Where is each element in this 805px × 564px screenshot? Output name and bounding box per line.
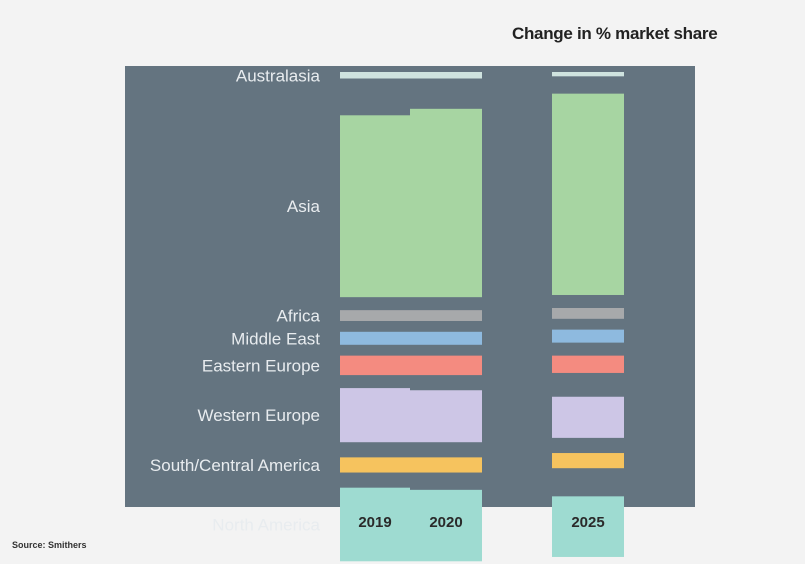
bar-middle-east-2025	[552, 329, 624, 343]
bar-middle-east-2019	[340, 331, 410, 345]
bar-eastern-europe-2025	[552, 355, 624, 373]
bar-australasia-2019	[340, 72, 410, 79]
region-label-western-europe: Western Europe	[197, 406, 320, 425]
region-label-eastern-europe: Eastern Europe	[202, 356, 320, 375]
region-labels-group: Australasia Asia Africa Middle East Eastern …	[150, 66, 321, 534]
year-label-2020: 2020	[429, 514, 462, 531]
bar-eastern-europe-2020	[410, 355, 482, 376]
bar-south-central-america-2020	[410, 457, 482, 473]
bar-eastern-europe-2019	[340, 355, 410, 376]
bar-africa-2020	[410, 310, 482, 321]
bar-africa-2019	[340, 310, 410, 321]
bar-north-america-2020	[410, 489, 482, 562]
bar-asia-2025	[552, 93, 624, 295]
bar-south-central-america-2019	[340, 457, 410, 473]
bars-group	[340, 72, 624, 562]
bar-asia-2019	[340, 115, 410, 298]
bar-north-america-2025	[552, 496, 624, 557]
bar-africa-2025	[552, 307, 624, 319]
bar-north-america-2019	[340, 487, 410, 562]
region-label-north-america: North America	[212, 515, 320, 534]
region-label-asia: Asia	[287, 197, 321, 216]
bar-asia-2020	[410, 108, 482, 298]
source-note: Source: Smithers	[12, 540, 87, 550]
bar-western-europe-2020	[410, 390, 482, 443]
year-labels-group: 2019 2020 2025	[358, 514, 604, 531]
region-label-africa: Africa	[277, 307, 321, 326]
year-label-2025: 2025	[571, 514, 604, 531]
bar-australasia-2025	[552, 72, 624, 77]
bar-western-europe-2019	[340, 388, 410, 443]
bar-middle-east-2020	[410, 331, 482, 345]
chart-title: Change in % market share	[512, 24, 718, 43]
bar-south-central-america-2025	[552, 453, 624, 469]
region-label-australasia: Australasia	[236, 66, 321, 85]
region-label-middle-east: Middle East	[231, 329, 320, 348]
region-label-south-central-america: South/Central America	[150, 456, 321, 475]
bar-australasia-2020	[410, 72, 482, 79]
bar-western-europe-2025	[552, 396, 624, 438]
year-label-2019: 2019	[358, 514, 391, 531]
